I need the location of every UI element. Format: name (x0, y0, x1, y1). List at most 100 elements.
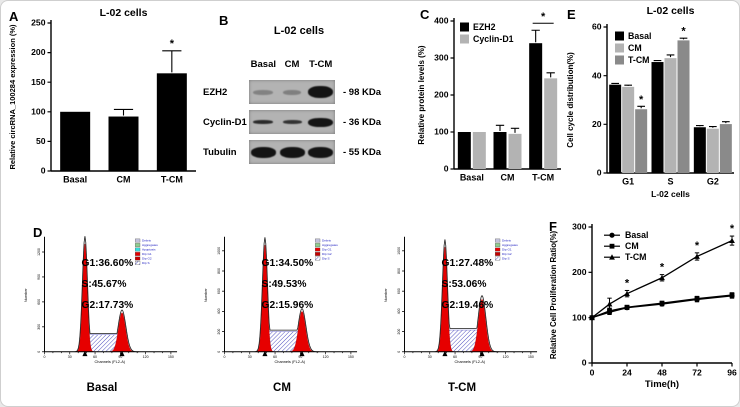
blot-strip-EZH2 (249, 80, 335, 104)
flow-histogram-row: 0 300 600 900 1200 0 30 60 90 120 150 Channels (FL2… (19, 227, 545, 394)
stat-G1: G1:34.50% (262, 258, 314, 269)
marker-CM (659, 300, 665, 306)
molecular-weight-marker: - 98 KDa (343, 86, 382, 98)
flow-legend-label-Dip S: Dip S (322, 257, 330, 261)
flow-legend-swatch-Aggregates (314, 243, 321, 247)
y-axis-title: Relative protein levels (%) (417, 45, 426, 144)
flow-legend-label-Debris: Debris (502, 239, 511, 243)
bar-EZH2-T-CM (529, 43, 543, 170)
marker-T-CM (606, 301, 613, 307)
bar-T-CM-G2 (719, 124, 732, 173)
stat-G1: G1:36.60% (82, 258, 134, 269)
panel-e-label: E (567, 7, 576, 22)
y-tick-label: 400 (397, 308, 401, 314)
x-tick-label: 48 (657, 368, 667, 378)
g1-peak (436, 246, 454, 352)
panel-b-label: B (219, 13, 229, 28)
blot-band (283, 89, 301, 95)
y-axis-title: Relative Cell Proliferation Ratio(%) (549, 230, 558, 359)
y-tick-label: 200 (397, 329, 401, 335)
significance-star: * (660, 262, 665, 274)
stat-S: S:45.67% (82, 279, 127, 290)
marker-CM (694, 296, 700, 302)
flow-legend-swatch-Aggregates (494, 243, 501, 247)
panelF-svg: 0 100 200 300 0 24 48 72 96 Time(h) Relative Cell … (549, 222, 737, 390)
y-tick-label: 100 (434, 127, 449, 137)
blot-row-Tubulin: Tubulin - 55 KDa (203, 139, 381, 165)
y-axis-title: Relative circRNA_100284 expression (%) (8, 24, 17, 170)
x-tick-label: 96 (727, 368, 737, 378)
peak-position-marker (442, 350, 448, 357)
bar-Basal-G2 (693, 127, 706, 173)
marker-T-CM (659, 274, 665, 281)
blot-protein-label: Cyclin-D1 (203, 116, 247, 128)
y-axis-title: Number (23, 288, 28, 302)
y-tick-label: 0 (444, 164, 449, 174)
stat-G2: G2:19.46% (442, 300, 494, 311)
bar-Basal (60, 111, 91, 171)
panel-b-western-blot: L-02 cells Basal CM T-CM EZH2 - 98 KDa Cycli… (203, 3, 415, 209)
y-tick-label: 200 (217, 329, 221, 335)
flow-legend-label-Dip G1: Dip G1 (502, 248, 512, 252)
y-tick-label: 50 (36, 136, 46, 146)
bar-T-CM-G1 (635, 109, 648, 173)
flow-legend-label-Dip G2: Dip G2 (502, 252, 512, 256)
x-category-label: CM (501, 173, 515, 183)
panelC-svg: 0 100 200 300 400 Relative protein levels (%)… (417, 11, 561, 183)
legend-swatch-Basal (615, 31, 624, 41)
panelE-svg: 0 20 40 60 L-02 cells Cell cycle distribution… (566, 5, 734, 199)
bar-T-CM-S (677, 40, 690, 174)
panel-b-title: L-02 cells (273, 25, 325, 37)
bar-CM-S (664, 58, 677, 173)
blot-row-Cyclin-D1: Cyclin-D1 - 36 KDa (203, 109, 381, 135)
legend-label-Basal: Basal (628, 31, 651, 41)
significance-star: * (541, 11, 546, 23)
x-tick-label: 0 (224, 355, 226, 359)
y-tick-label: 300 (572, 222, 587, 232)
y-tick-label: 600 (37, 299, 41, 305)
g2-peak (289, 311, 315, 352)
significance-star: * (639, 94, 644, 106)
blot-band (253, 120, 274, 124)
bar-CM (108, 116, 139, 171)
flow-histogram-T-CM: 0 200 400 600 800 1000 0 30 60 90 120 150 Channels (… (379, 227, 545, 394)
x-category-label: S (667, 177, 673, 187)
blot-band (308, 86, 334, 98)
blot-protein-label: Tubulin (203, 146, 237, 158)
flow-legend-swatch-Dip G1 (314, 247, 321, 252)
x-tick-label: 0 (404, 355, 406, 359)
blot-band (308, 146, 334, 158)
panel-f-label: F (549, 219, 557, 234)
y-tick-label: 600 (397, 288, 401, 294)
y-tick-label: 150 (31, 77, 46, 87)
peak-position-marker (299, 350, 305, 357)
flow-legend-swatch-Dip G2 (494, 252, 501, 256)
panel-f-line-chart: 0 100 200 300 0 24 48 72 96 Time(h) Relative Cell … (546, 213, 739, 406)
bar-Cyclin-D1-CM (508, 133, 522, 169)
blot-lane (278, 120, 307, 124)
y-tick-label: 0 (597, 168, 602, 178)
x-axis-title: Time(h) (645, 379, 679, 390)
marker-T-CM (694, 253, 700, 259)
y-tick-label: 200 (31, 47, 46, 57)
y-tick-label: 60 (592, 22, 602, 32)
bar-CM-G1 (622, 86, 635, 173)
molecular-weight-marker: - 55 KDa (343, 146, 382, 158)
g1-peak (256, 244, 274, 352)
x-tick-label: 0 (590, 368, 595, 378)
flow-legend-label-Aggregates: Aggregates (142, 243, 158, 247)
blot-lane (249, 89, 278, 95)
legend-label-Cyclin-D1: Cyclin-D1 (473, 34, 514, 44)
flow-histogram-name: Basal (86, 382, 118, 394)
flow-histogram-Basal: 0 300 600 900 1200 0 30 60 90 120 150 Channels (FL2… (19, 227, 185, 394)
y-tick-label: 200 (434, 90, 449, 100)
y-tick-label: 200 (572, 267, 587, 277)
significance-star: * (170, 38, 175, 50)
bar-EZH2-CM (493, 132, 507, 169)
y-tick-label: 400 (217, 308, 221, 314)
marker-T-CM (624, 290, 630, 297)
y-axis-title: Number (203, 288, 208, 302)
panel-c-bar-chart: 0 100 200 300 400 Relative protein levels (%)… (414, 3, 566, 209)
y-tick-label: 400 (434, 16, 449, 26)
y-tick-label: 100 (572, 312, 587, 322)
